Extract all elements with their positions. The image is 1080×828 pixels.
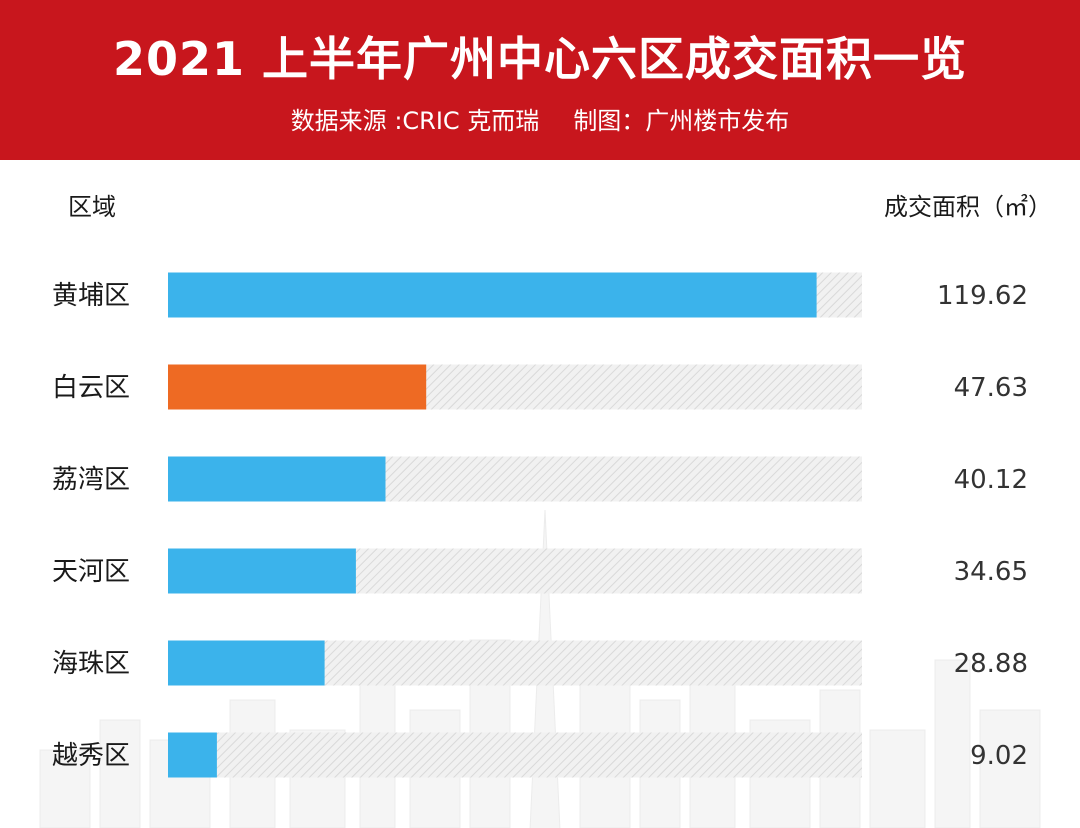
category-label: 海珠区 bbox=[52, 649, 130, 679]
category-label: 越秀区 bbox=[52, 741, 130, 771]
bar-4 bbox=[168, 640, 325, 686]
chart-maker-text: 制图：广州楼市发布 bbox=[573, 107, 790, 135]
category-label: 黄埔区 bbox=[52, 281, 130, 311]
category-label: 白云区 bbox=[52, 373, 130, 403]
bar-5 bbox=[168, 732, 217, 778]
chart-title: 2021 上半年广州中心六区成交面积一览 bbox=[112, 32, 968, 86]
bar-3 bbox=[168, 548, 356, 594]
value-label: 119.62 bbox=[937, 281, 1028, 311]
value-column-header: 成交面积（㎡） bbox=[884, 193, 1052, 221]
data-source-text: 数据来源 :CRIC 克而瑞 bbox=[290, 107, 540, 135]
category-label: 荔湾区 bbox=[52, 465, 130, 495]
bar-track bbox=[168, 732, 862, 778]
chart-subtitle: 数据来源 :CRIC 克而瑞 制图：广州楼市发布 bbox=[0, 104, 1080, 138]
bar-1 bbox=[168, 364, 427, 410]
value-label: 47.63 bbox=[954, 373, 1028, 403]
value-label: 34.65 bbox=[954, 557, 1028, 587]
header-banner: 2021 上半年广州中心六区成交面积一览 数据来源 :CRIC 克而瑞 制图：广州… bbox=[0, 0, 1080, 160]
value-label: 28.88 bbox=[954, 649, 1028, 679]
bar-2 bbox=[168, 456, 386, 502]
category-label: 天河区 bbox=[52, 557, 130, 587]
value-label: 40.12 bbox=[954, 465, 1028, 495]
category-column-header: 区域 bbox=[68, 193, 116, 221]
value-label: 9.02 bbox=[970, 741, 1028, 771]
bar-0 bbox=[168, 272, 817, 318]
